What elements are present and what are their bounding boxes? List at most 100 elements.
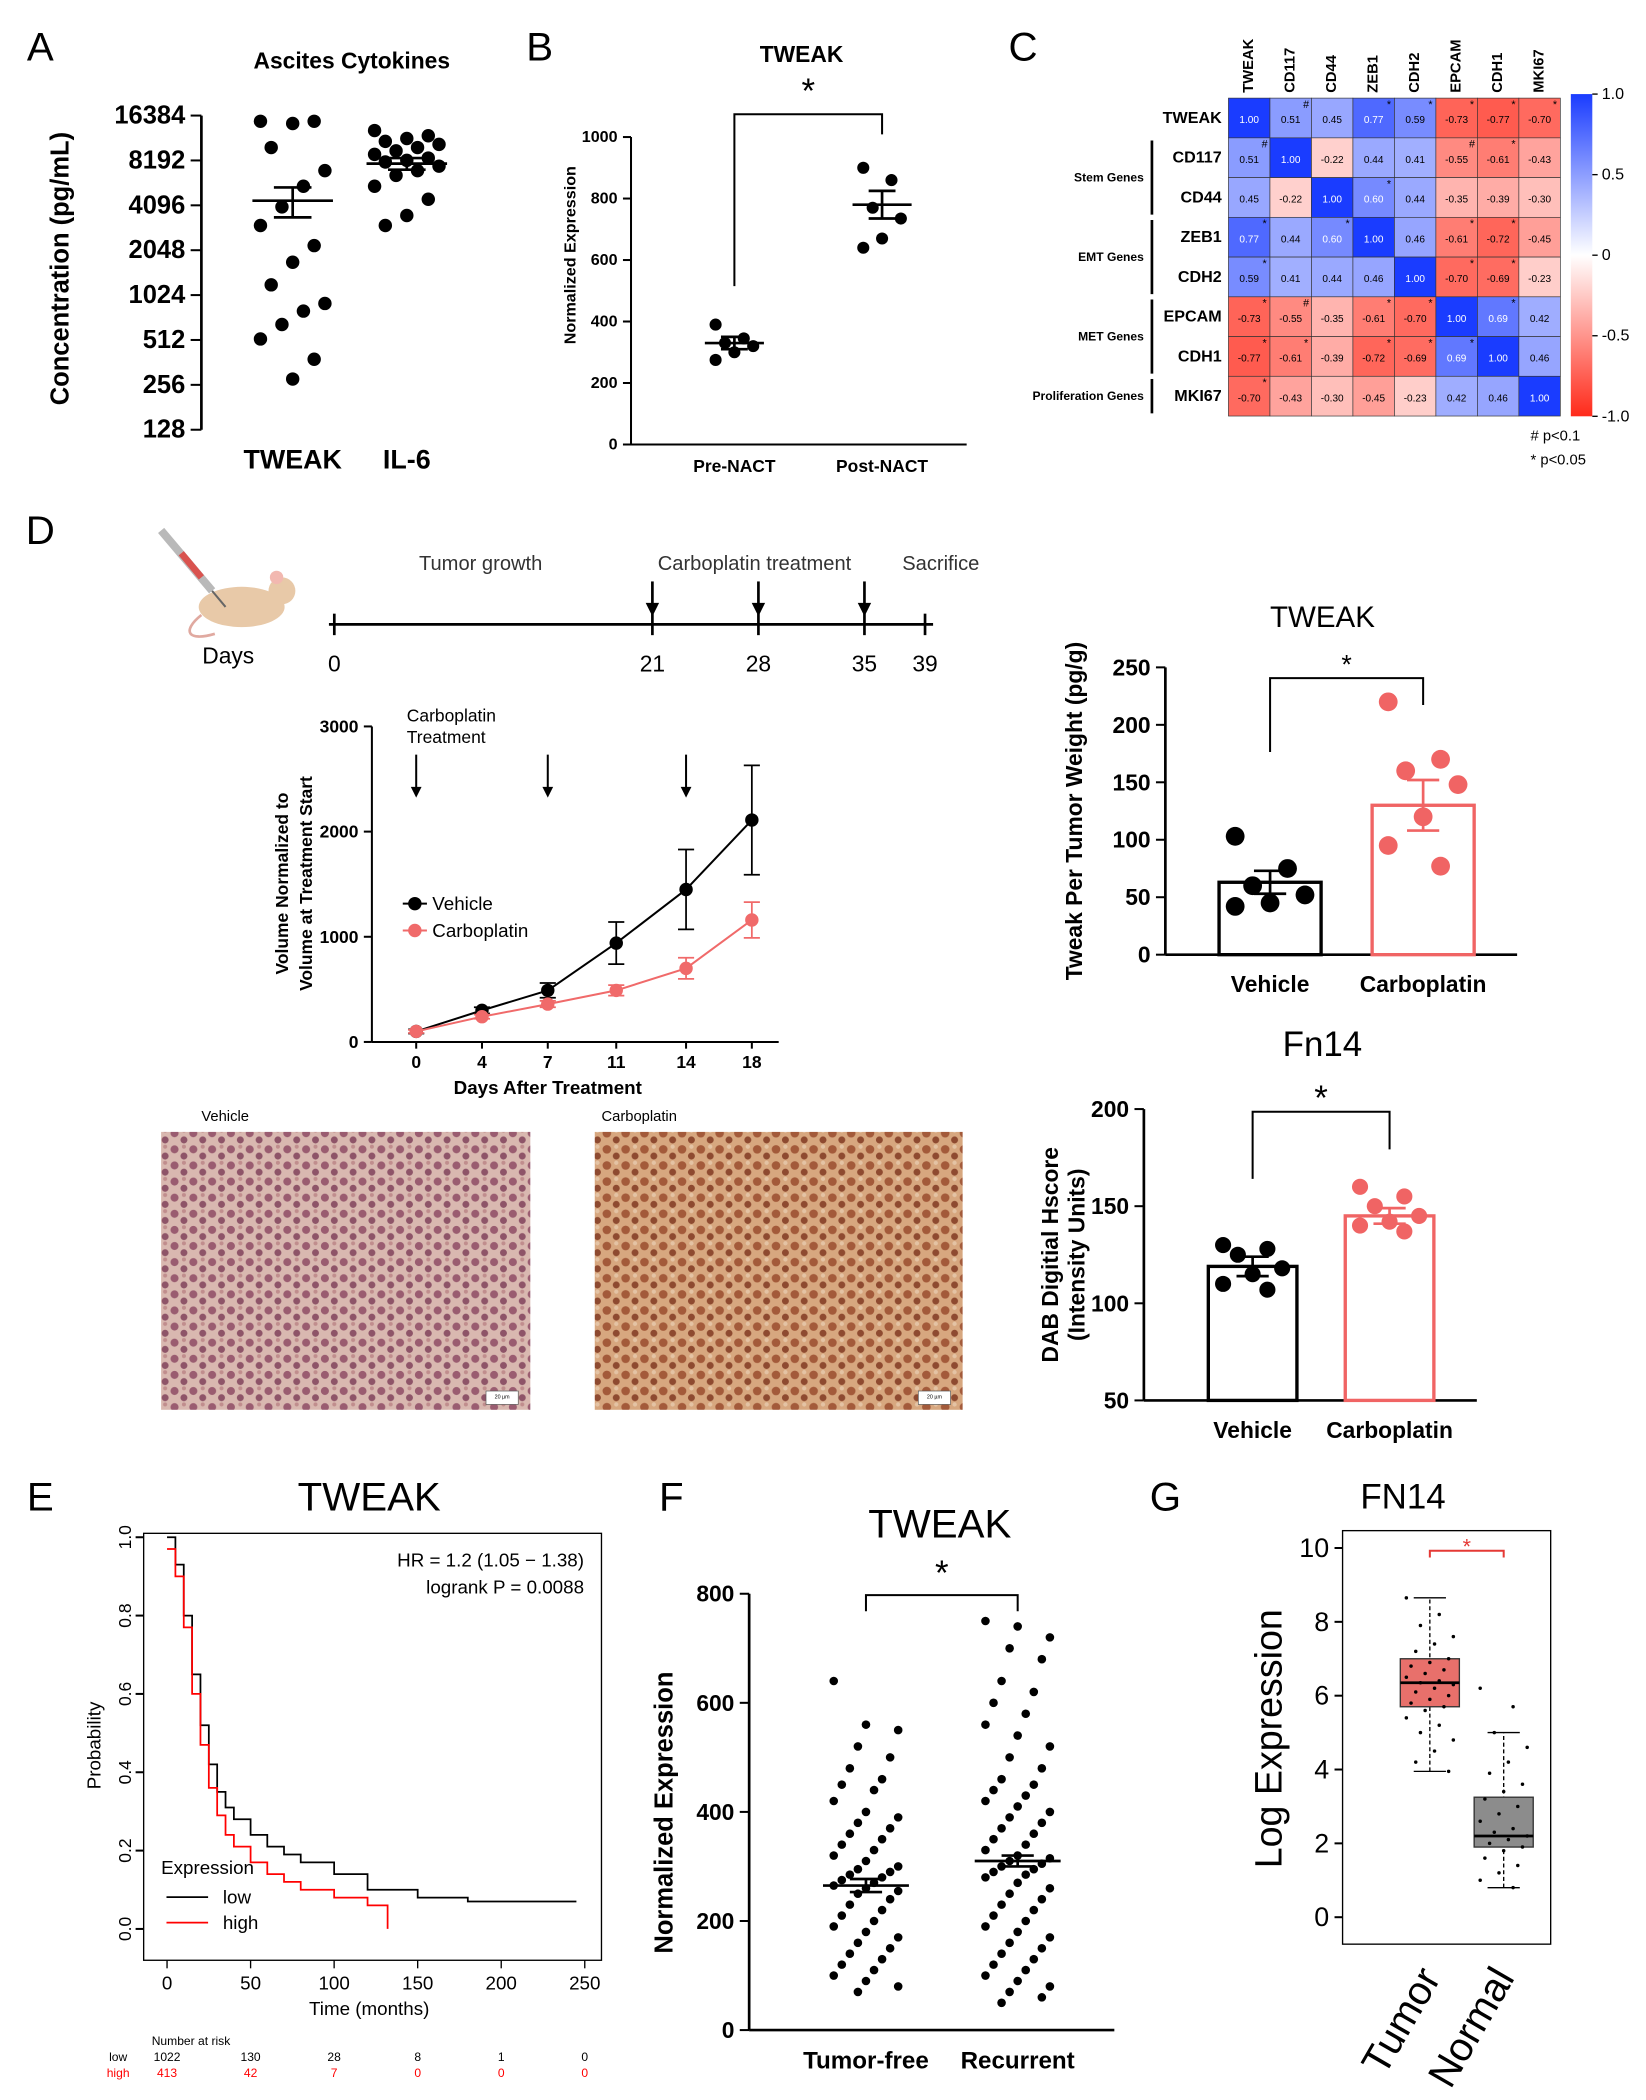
cell-label: 0.51 bbox=[1239, 155, 1259, 166]
y-tick-label: 16384 bbox=[114, 102, 186, 130]
cell-label: 0.42 bbox=[1447, 393, 1467, 404]
x-tick-label: 14 bbox=[676, 1052, 696, 1072]
data-point bbox=[1431, 856, 1450, 876]
significance-bracket bbox=[1269, 677, 1425, 752]
legend-label: high bbox=[223, 1912, 259, 1933]
data-point bbox=[845, 1829, 855, 1839]
data-point bbox=[1005, 1753, 1014, 1762]
at-risk-value: 0 bbox=[581, 2050, 588, 2064]
heatmap-cell bbox=[1269, 97, 1312, 139]
cell-label: -0.45 bbox=[1362, 393, 1385, 404]
legend-text: # p<0.1 bbox=[1531, 428, 1581, 444]
data-point bbox=[1525, 1834, 1529, 1838]
data-point bbox=[1045, 1807, 1055, 1817]
panel-label: B bbox=[526, 25, 553, 70]
data-point bbox=[367, 179, 382, 193]
cell-label: 0.46 bbox=[1530, 354, 1550, 365]
data-point bbox=[853, 1889, 863, 1899]
data-point bbox=[745, 813, 759, 827]
data-point bbox=[1520, 1782, 1525, 1787]
heatmap-cell bbox=[1311, 256, 1354, 298]
significance-mark: * bbox=[1553, 99, 1558, 111]
heatmap-cell bbox=[1518, 296, 1561, 337]
cell-label: 0.46 bbox=[1405, 234, 1425, 245]
data-point bbox=[475, 1009, 489, 1024]
data-point bbox=[997, 1676, 1006, 1686]
y-tick-label: 150 bbox=[1091, 1193, 1129, 1219]
group-label: Proliferation Genes bbox=[1032, 389, 1144, 403]
data-point bbox=[1274, 1260, 1291, 1277]
x-tick-label: 250 bbox=[569, 1973, 600, 1994]
arrow-head bbox=[542, 786, 554, 798]
data-point bbox=[1396, 1188, 1413, 1205]
heatmap-cell bbox=[1269, 336, 1312, 377]
heatmap-cell bbox=[1228, 177, 1271, 218]
significance-mark: * bbox=[1511, 139, 1516, 151]
data-point bbox=[378, 134, 393, 149]
data-point bbox=[1037, 1818, 1047, 1828]
y-axis-label: Tweak Per Tumor Weight (pg/g) bbox=[1061, 642, 1087, 980]
data-point bbox=[264, 278, 278, 292]
y-axis-label: Probability bbox=[83, 1701, 104, 1789]
data-point bbox=[981, 1796, 990, 1806]
cell-label: 0.45 bbox=[1239, 195, 1259, 206]
significance-bracket bbox=[864, 1594, 1019, 1612]
data-point bbox=[410, 140, 425, 155]
y-tick-label: 6 bbox=[1314, 1681, 1329, 1711]
data-point bbox=[829, 1851, 839, 1860]
heatmap-cell bbox=[1518, 177, 1561, 218]
x-tick-label: Carboplatin bbox=[1326, 1417, 1453, 1443]
data-point bbox=[1404, 1716, 1409, 1720]
data-point bbox=[1021, 1791, 1031, 1800]
arrow-head bbox=[645, 602, 660, 617]
x-tick-label: Tumor-free bbox=[803, 2047, 929, 2074]
data-point bbox=[845, 1763, 855, 1773]
at-risk-row-label: high bbox=[107, 2066, 130, 2080]
data-point bbox=[1021, 1840, 1031, 1849]
plot-frame bbox=[142, 1532, 603, 1961]
row-label: CD44 bbox=[1181, 188, 1222, 206]
data-point bbox=[1021, 1709, 1031, 1719]
data-point bbox=[709, 318, 722, 331]
mouse-icon bbox=[158, 527, 296, 638]
x-tick-label: 50 bbox=[240, 1973, 261, 1994]
data-point bbox=[1432, 1642, 1437, 1646]
data-point bbox=[1506, 1837, 1511, 1842]
column-label: CD117 bbox=[1283, 48, 1299, 93]
data-point bbox=[981, 1922, 990, 1931]
data-point bbox=[877, 1905, 887, 1915]
data-point bbox=[1413, 807, 1433, 827]
x-tick-label: 200 bbox=[486, 1973, 517, 1994]
cell-label: 0.69 bbox=[1447, 354, 1467, 365]
heatmap-cell bbox=[1435, 177, 1478, 218]
data-point bbox=[1378, 836, 1398, 855]
heatmap-cell bbox=[1435, 336, 1478, 377]
data-point bbox=[981, 1845, 990, 1855]
x-tick-label: Pre-NACT bbox=[693, 456, 776, 476]
heatmap-cell bbox=[1228, 216, 1271, 258]
data-point bbox=[1520, 1845, 1525, 1849]
data-point bbox=[1442, 1705, 1446, 1709]
data-point bbox=[845, 1949, 855, 1959]
data-point bbox=[1478, 1686, 1482, 1691]
heatmap-cell bbox=[1228, 296, 1271, 337]
significance-label: * bbox=[1463, 1535, 1472, 1559]
heatmap-cell bbox=[1394, 137, 1437, 178]
heatmap-cell bbox=[1394, 177, 1437, 218]
y-tick-label: 600 bbox=[696, 1690, 734, 1716]
data-point bbox=[1483, 1797, 1487, 1801]
scale-bar bbox=[917, 1390, 951, 1405]
heatmap-cell bbox=[1269, 296, 1312, 337]
data-point bbox=[709, 353, 722, 366]
significance-mark: * bbox=[1262, 258, 1267, 270]
cell-label: 0.46 bbox=[1488, 393, 1508, 404]
cell-label: 0.59 bbox=[1405, 115, 1425, 126]
data-point bbox=[1478, 1819, 1482, 1823]
group-label: Stem Genes bbox=[1074, 171, 1144, 185]
y-tick-label: 0 bbox=[349, 1032, 359, 1052]
significance-mark: * bbox=[1470, 218, 1475, 230]
y-tick-label: 400 bbox=[591, 313, 618, 331]
timeline-tick-label: 0 bbox=[328, 650, 341, 676]
y-tick-label: 8 bbox=[1314, 1607, 1329, 1637]
data-point bbox=[1029, 1780, 1039, 1789]
